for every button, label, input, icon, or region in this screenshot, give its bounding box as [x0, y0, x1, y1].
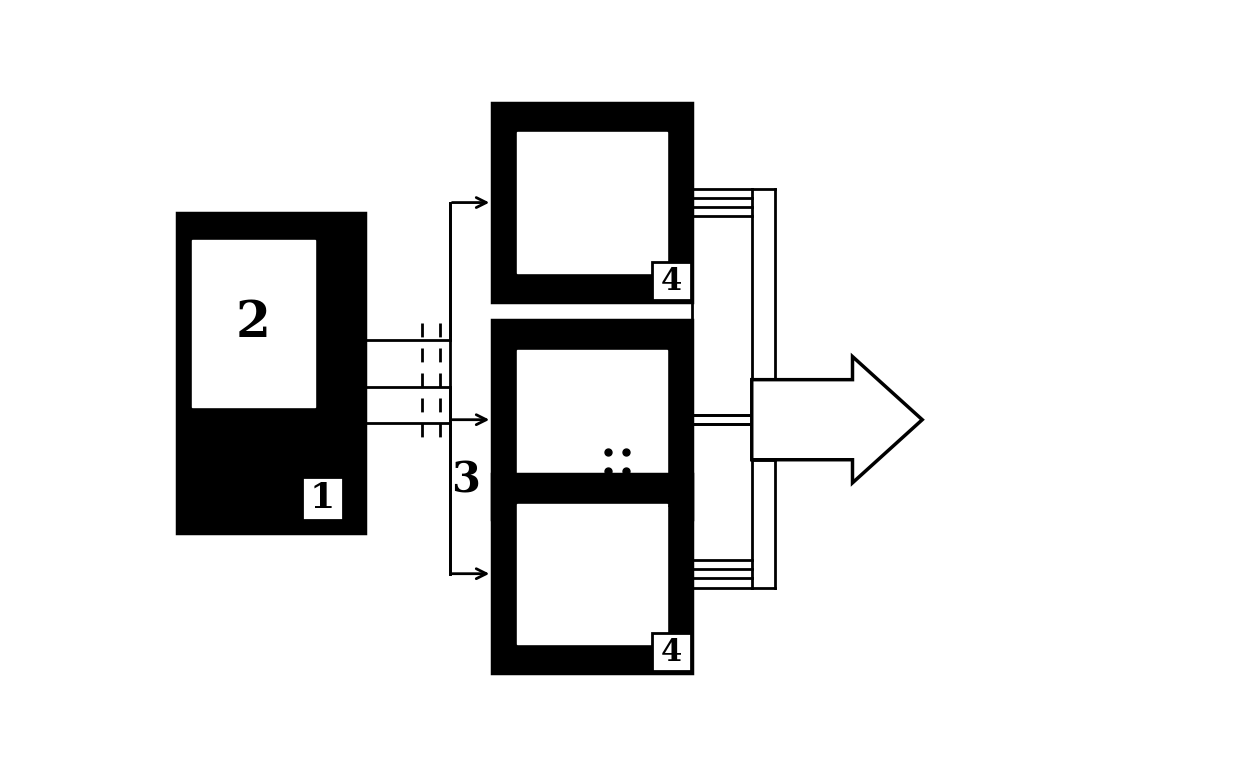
Text: 4: 4: [661, 266, 682, 296]
FancyBboxPatch shape: [517, 132, 667, 273]
FancyBboxPatch shape: [492, 474, 692, 673]
FancyBboxPatch shape: [652, 633, 691, 672]
FancyBboxPatch shape: [517, 350, 667, 490]
Text: 3: 3: [450, 459, 480, 501]
FancyBboxPatch shape: [652, 479, 691, 517]
Text: 1: 1: [310, 481, 335, 515]
FancyBboxPatch shape: [303, 477, 342, 520]
Text: 4: 4: [661, 636, 682, 668]
Polygon shape: [751, 357, 923, 483]
FancyBboxPatch shape: [492, 320, 692, 519]
FancyBboxPatch shape: [192, 240, 315, 407]
FancyBboxPatch shape: [517, 503, 667, 644]
Text: 2: 2: [236, 299, 270, 348]
FancyBboxPatch shape: [652, 262, 691, 300]
FancyBboxPatch shape: [492, 103, 692, 302]
Text: 4: 4: [661, 483, 682, 513]
FancyBboxPatch shape: [176, 213, 365, 533]
